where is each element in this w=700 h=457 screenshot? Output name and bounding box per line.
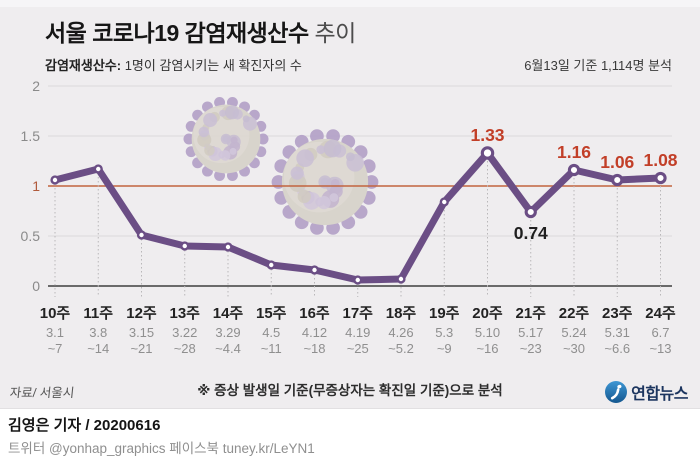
analysis-basis-text: 6월13일 기준 1,114명 분석 xyxy=(524,58,672,73)
svg-text:~18: ~18 xyxy=(303,341,325,356)
svg-text:~21: ~21 xyxy=(130,341,152,356)
svg-text:4.12: 4.12 xyxy=(302,325,327,340)
svg-text:3.8: 3.8 xyxy=(89,325,107,340)
svg-text:13주: 13주 xyxy=(170,305,201,322)
svg-text:~25: ~25 xyxy=(347,341,369,356)
svg-text:~13: ~13 xyxy=(649,341,671,356)
svg-text:~16: ~16 xyxy=(476,341,498,356)
svg-text:0.5: 0.5 xyxy=(21,228,41,244)
svg-text:16주: 16주 xyxy=(299,305,330,322)
svg-text:1.33: 1.33 xyxy=(470,125,504,145)
svg-text:22주: 22주 xyxy=(559,305,590,322)
svg-text:~14: ~14 xyxy=(87,341,109,356)
svg-text:~4.4: ~4.4 xyxy=(215,341,241,356)
svg-text:5.10: 5.10 xyxy=(475,325,500,340)
coronavirus-illustration xyxy=(271,129,379,235)
svg-text:0.74: 0.74 xyxy=(514,223,548,243)
svg-text:3.29: 3.29 xyxy=(215,325,240,340)
credit-area: 김영은 기자 / 20200616 트위터 @yonhap_graphics 페… xyxy=(0,408,700,457)
x-axis-labels: 10주 3.1~7 11주 3.8~14 12주 3.15~21 13주 3.22~28 14주… xyxy=(40,305,676,356)
top-margin-strip xyxy=(0,0,700,7)
svg-text:~7: ~7 xyxy=(48,341,63,356)
svg-text:1: 1 xyxy=(32,178,40,194)
page-title-suffix: 추이 xyxy=(314,20,357,46)
yonhap-logo-text: 연합뉴스 xyxy=(631,386,688,403)
data-point-markers xyxy=(50,146,667,285)
yonhap-logo: 연합뉴스 xyxy=(604,380,688,404)
svg-text:24주: 24주 xyxy=(645,305,676,322)
svg-text:18주: 18주 xyxy=(386,305,417,322)
svg-text:14주: 14주 xyxy=(213,305,244,322)
svg-text:~5.2: ~5.2 xyxy=(388,341,414,356)
definition-text: 감염재생산수: 1명이 감염시키는 새 확진자의 수 xyxy=(45,55,302,74)
svg-text:1.16: 1.16 xyxy=(557,142,591,162)
svg-text:12주: 12주 xyxy=(126,305,157,322)
svg-text:15주: 15주 xyxy=(256,305,287,322)
social-links: 트위터 @yonhap_graphics 페이스북 tuney.kr/LeYN1 xyxy=(8,441,315,456)
svg-text:4.5: 4.5 xyxy=(262,325,280,340)
svg-text:~9: ~9 xyxy=(437,341,452,356)
svg-text:~28: ~28 xyxy=(174,341,196,356)
analysis-note: ※ 증상 발생일 기준(무증상자는 확진일 기준)으로 분석 xyxy=(197,383,503,398)
yonhap-logo-icon xyxy=(605,381,628,403)
svg-text:5.24: 5.24 xyxy=(561,325,586,340)
svg-text:23주: 23주 xyxy=(602,305,633,322)
svg-text:20주: 20주 xyxy=(472,305,503,322)
point-value-labels: 1.33 0.74 1.16 1.06 1.08 xyxy=(470,125,677,243)
svg-text:~30: ~30 xyxy=(563,341,585,356)
svg-text:19주: 19주 xyxy=(429,305,460,322)
svg-text:4.26: 4.26 xyxy=(388,325,413,340)
coronavirus-illustration xyxy=(183,97,269,181)
svg-text:~11: ~11 xyxy=(261,341,282,356)
svg-text:3.22: 3.22 xyxy=(172,325,197,340)
vertical-dotted-guides xyxy=(54,153,661,297)
svg-text:17주: 17주 xyxy=(343,305,374,322)
svg-text:5.17: 5.17 xyxy=(518,325,543,340)
svg-text:5.3: 5.3 xyxy=(435,325,453,340)
svg-text:10주: 10주 xyxy=(40,305,71,322)
svg-text:21주: 21주 xyxy=(516,305,547,322)
svg-text:1.08: 1.08 xyxy=(643,150,677,170)
svg-text:11주: 11주 xyxy=(83,305,113,322)
svg-text:~23: ~23 xyxy=(520,341,542,356)
svg-text:1.5: 1.5 xyxy=(21,128,41,144)
svg-text:3.1: 3.1 xyxy=(46,325,64,340)
svg-text:1.06: 1.06 xyxy=(600,152,634,172)
page-title: 서울 코로나19 감염재생산수 추이 xyxy=(45,14,356,48)
definition-body: 1명이 감염시키는 새 확진자의 수 xyxy=(121,58,302,73)
reporter-byline: 김영은 기자 / 20200616 xyxy=(8,417,161,434)
svg-text:~6.6: ~6.6 xyxy=(604,341,630,356)
y-axis-tick-labels: 0 0.5 1 1.5 2 xyxy=(21,78,41,294)
svg-text:4.19: 4.19 xyxy=(345,325,370,340)
svg-text:6.7: 6.7 xyxy=(651,325,669,340)
page-title-main: 서울 코로나19 감염재생산수 xyxy=(45,20,315,46)
definition-term: 감염재생산수: xyxy=(45,58,122,73)
svg-text:0: 0 xyxy=(32,278,40,294)
svg-text:5.31: 5.31 xyxy=(605,325,630,340)
svg-text:2: 2 xyxy=(32,78,40,94)
svg-text:3.15: 3.15 xyxy=(129,325,154,340)
